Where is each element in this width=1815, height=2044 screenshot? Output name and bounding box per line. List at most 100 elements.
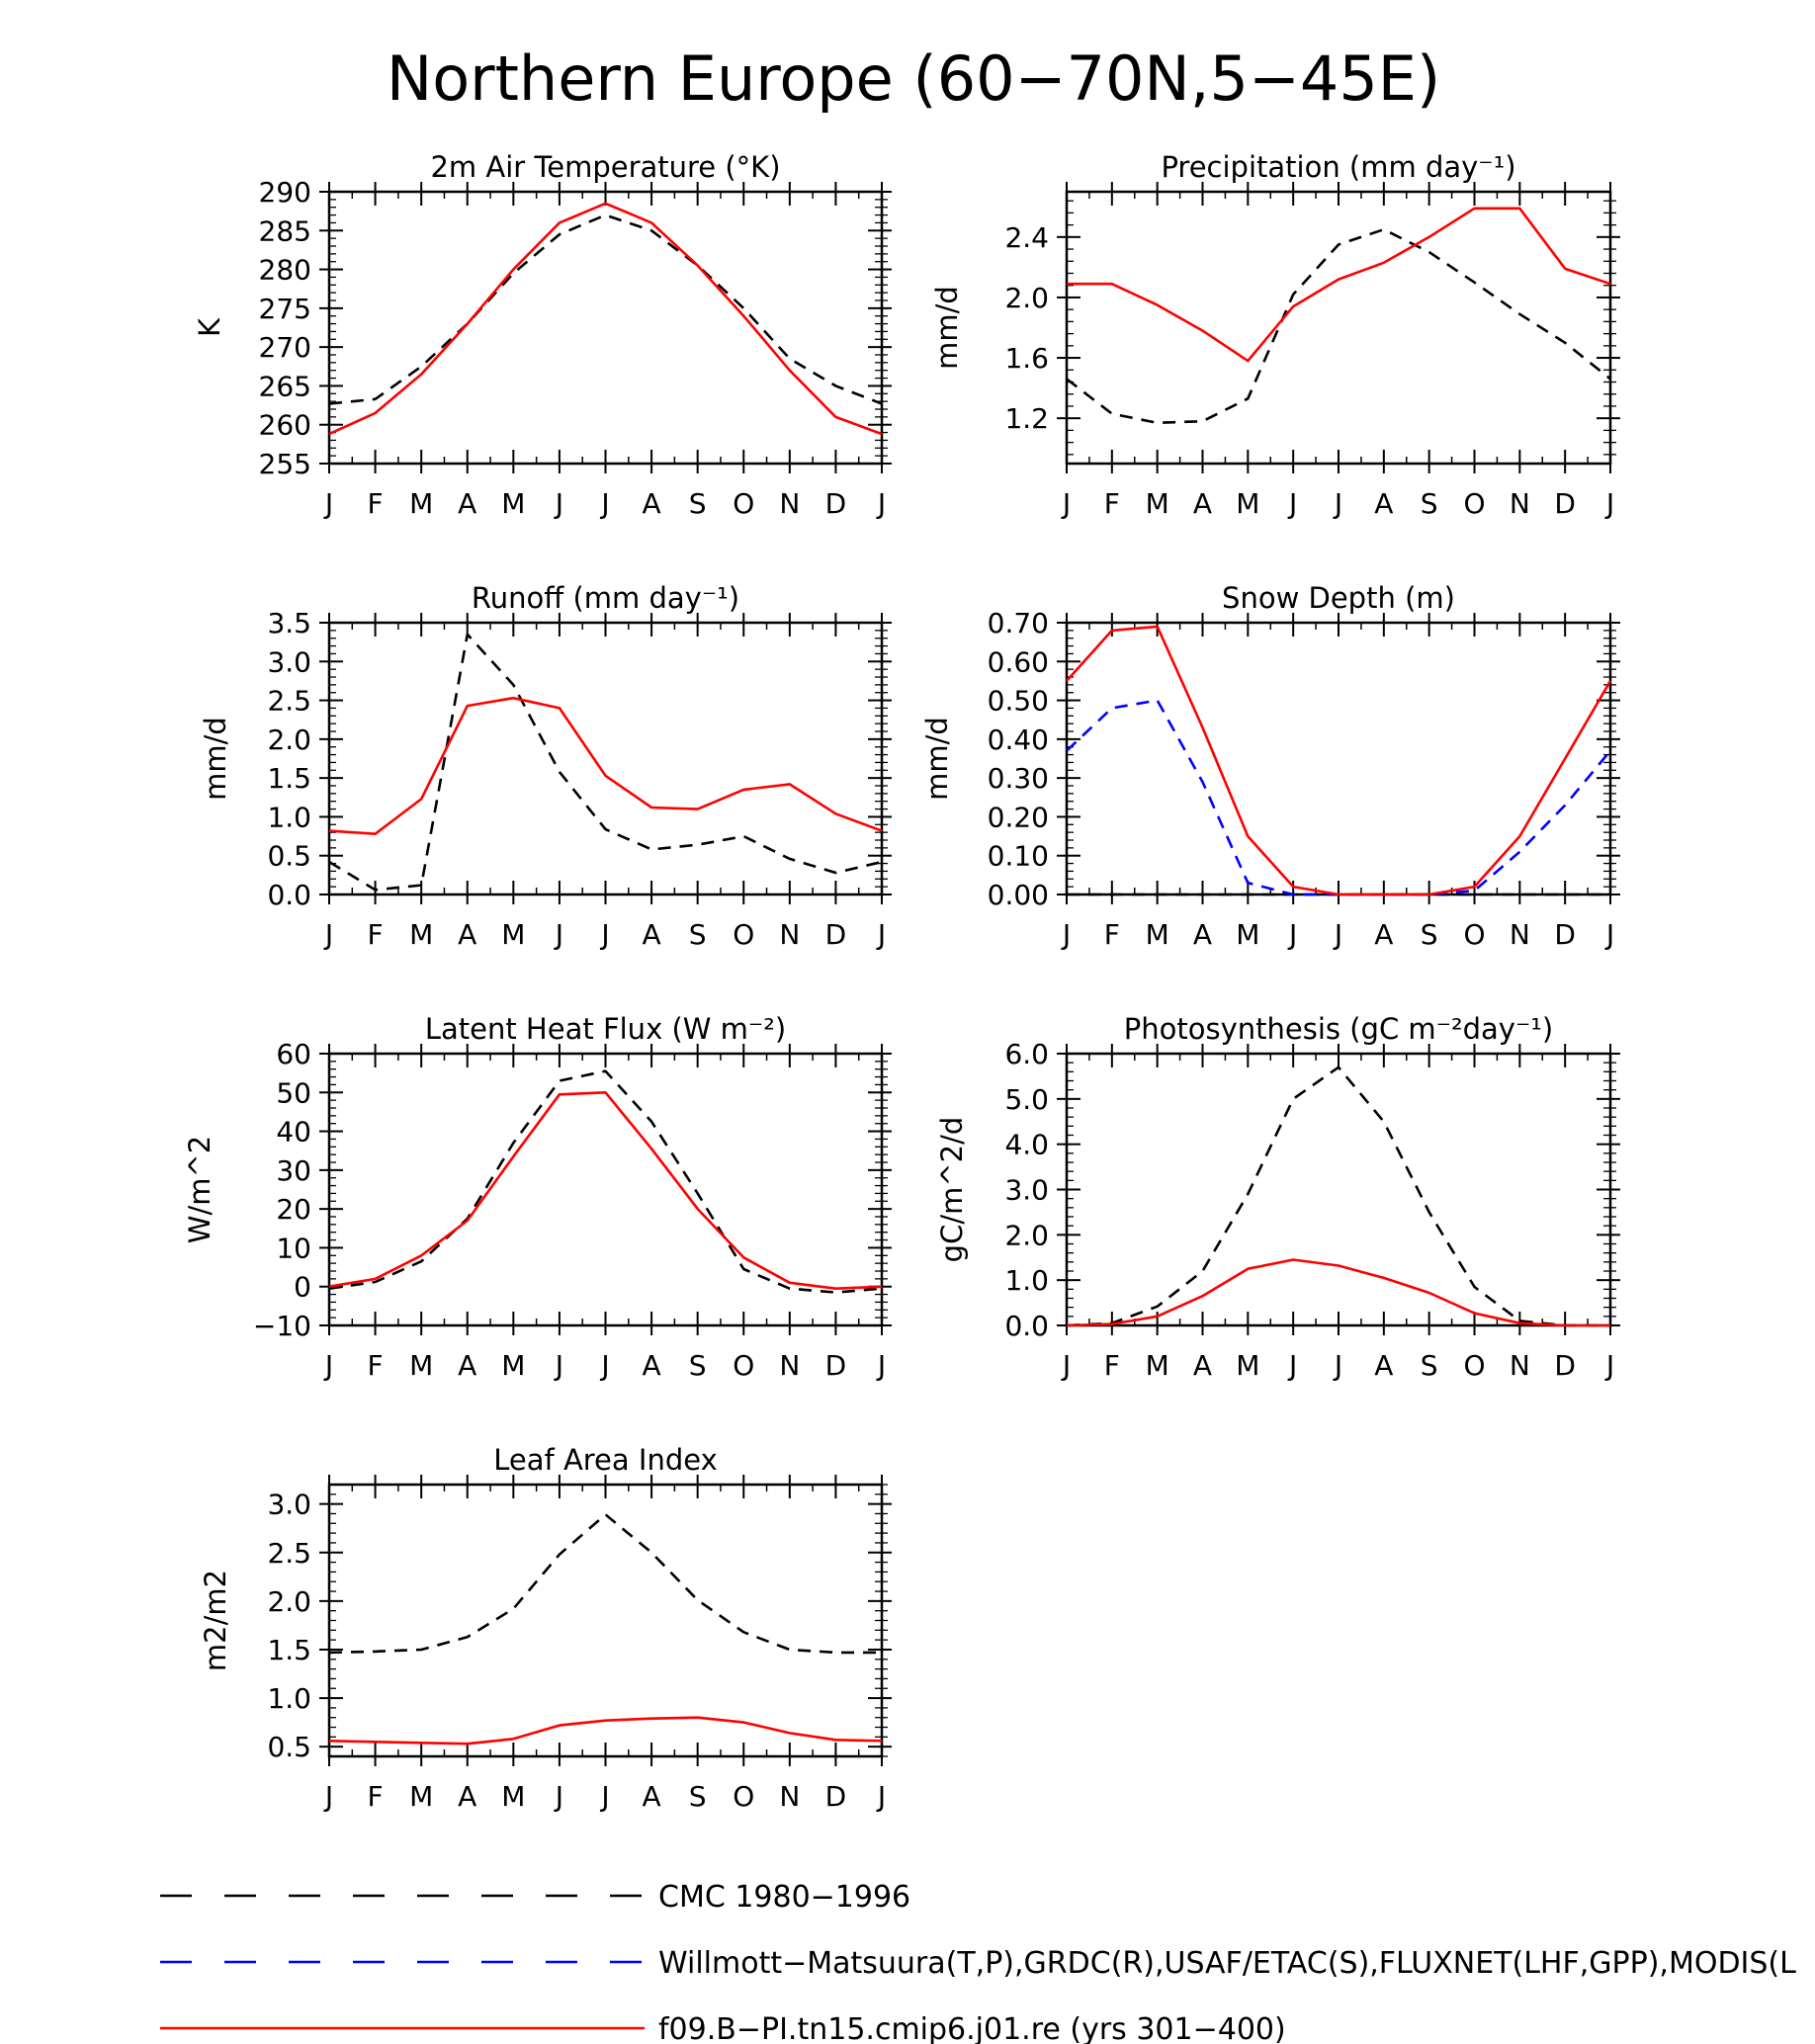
x-tick-label: S	[689, 1780, 707, 1813]
x-tick-label: D	[825, 1780, 847, 1813]
series-line	[328, 213, 883, 405]
x-tick-label: O	[1463, 487, 1485, 520]
x-tick-label: J	[1287, 487, 1297, 520]
x-tick-label: D	[825, 487, 847, 520]
x-tick-label: F	[368, 918, 384, 951]
y-tick-label: 2.5	[267, 1537, 311, 1570]
y-axis-label: gC/m^2/d	[935, 1117, 969, 1263]
x-tick-label: N	[779, 918, 800, 951]
x-tick-label: D	[825, 918, 847, 951]
x-tick-label: J	[1604, 487, 1614, 520]
x-tick-label: A	[643, 1780, 661, 1813]
x-tick-label: A	[643, 487, 661, 520]
x-tick-label: O	[733, 1349, 754, 1382]
y-tick-label: 5.0	[1004, 1083, 1049, 1116]
plot-frame	[327, 1483, 884, 1758]
x-tick-label: M	[501, 1780, 525, 1813]
y-tick-label: 2.0	[267, 724, 311, 756]
y-tick-label: 0.50	[988, 685, 1049, 718]
y-tick-label: 2.0	[1004, 1219, 1049, 1251]
x-tick-label: D	[1554, 487, 1576, 520]
y-tick-label: 3.0	[1004, 1174, 1049, 1207]
x-tick-label: J	[876, 487, 886, 520]
x-tick-label: O	[733, 1780, 754, 1813]
x-tick-label: D	[1554, 1349, 1576, 1382]
x-tick-label: J	[323, 1780, 333, 1813]
y-tick-label: 1.2	[1004, 402, 1049, 435]
chart-panel-1: J F M A M J J A S O N D J2552602652702752802852902m …	[193, 150, 892, 520]
x-tick-label: N	[1510, 1349, 1530, 1382]
legend-label: Willmott−Matsuura(T,P),GRDC(R),USAF/ETAC…	[658, 1946, 1796, 1981]
series-line	[328, 1069, 883, 1294]
x-tick-label: J	[554, 1349, 563, 1382]
y-axis-label: mm/d	[199, 717, 232, 801]
panel-title: 2m Air Temperature (°K)	[430, 150, 780, 184]
y-tick-label: 2.0	[1004, 282, 1049, 314]
panel-title: Latent Heat Flux (W m⁻²)	[425, 1012, 786, 1046]
y-tick-label: 1.5	[267, 1634, 311, 1666]
y-tick-label: 0.10	[988, 840, 1049, 873]
y-tick-label: 280	[259, 254, 311, 287]
y-tick-label: 0.00	[988, 879, 1049, 911]
series-line	[1066, 1065, 1610, 1327]
x-tick-label: O	[1463, 1349, 1485, 1382]
x-tick-label: A	[1193, 918, 1212, 951]
legend-label: CMC 1980−1996	[658, 1880, 910, 1915]
y-tick-label: 30	[276, 1154, 311, 1187]
x-tick-label: J	[323, 487, 333, 520]
panels: J F M A M J J A S O N D J2552602652702752802852902m …	[183, 150, 1620, 1813]
x-tick-label: A	[1374, 487, 1393, 520]
x-tick-label: J	[1604, 1349, 1614, 1382]
legend-entry-3: f09.B−PI.tn15.cmip6.j01.re (yrs 301−400)	[160, 2012, 1286, 2044]
x-tick-label: N	[779, 487, 800, 520]
y-axis-label: mm/d	[930, 286, 964, 370]
series-line	[1066, 625, 1612, 896]
y-tick-label: 270	[259, 331, 311, 364]
y-tick-label: 2.5	[267, 685, 311, 718]
x-tick-label: J	[323, 918, 333, 951]
x-tick-label: M	[409, 1349, 433, 1382]
y-tick-label: 4.0	[1004, 1129, 1049, 1161]
y-axis-label: K	[193, 317, 226, 337]
x-tick-label: M	[409, 1780, 433, 1813]
plot-frame	[1065, 190, 1612, 466]
y-tick-label: 0.70	[988, 607, 1049, 639]
series-line	[328, 1513, 882, 1655]
series-line	[328, 202, 883, 436]
x-tick-label: D	[825, 1349, 847, 1382]
x-tick-label: O	[1463, 918, 1485, 951]
x-tick-label: J	[1061, 487, 1071, 520]
series-line	[328, 696, 883, 836]
x-tick-label: S	[689, 487, 707, 520]
y-axis-label: m2/m2	[199, 1570, 232, 1671]
series-line	[328, 1091, 883, 1290]
x-tick-label: M	[409, 487, 433, 520]
plot-frame	[327, 621, 884, 896]
x-tick-label: J	[1061, 1349, 1071, 1382]
x-tick-label: J	[1287, 1349, 1297, 1382]
x-tick-label: J	[876, 1349, 886, 1382]
y-tick-label: 2.4	[1004, 221, 1049, 254]
x-tick-label: J	[1061, 918, 1071, 951]
series-line	[1067, 207, 1611, 363]
series-line	[1066, 699, 1611, 896]
x-tick-label: F	[1104, 1349, 1120, 1382]
y-tick-label: 1.0	[1004, 1264, 1049, 1297]
x-tick-label: A	[458, 918, 476, 951]
x-tick-label: A	[1193, 1349, 1212, 1382]
y-tick-label: 1.0	[267, 1682, 311, 1715]
y-tick-label: 3.5	[267, 607, 311, 639]
x-tick-label: S	[1421, 487, 1438, 520]
y-tick-label: 0	[294, 1271, 311, 1304]
x-tick-label: S	[1421, 918, 1438, 951]
x-tick-label: N	[779, 1780, 800, 1813]
x-tick-label: O	[733, 487, 754, 520]
x-tick-label: N	[1510, 487, 1530, 520]
x-tick-label: O	[733, 918, 754, 951]
y-tick-label: 0.30	[988, 762, 1049, 795]
y-tick-label: 20	[276, 1193, 311, 1226]
x-tick-label: M	[1236, 487, 1259, 520]
x-tick-label: M	[501, 487, 525, 520]
y-tick-label: 0.60	[988, 645, 1049, 678]
